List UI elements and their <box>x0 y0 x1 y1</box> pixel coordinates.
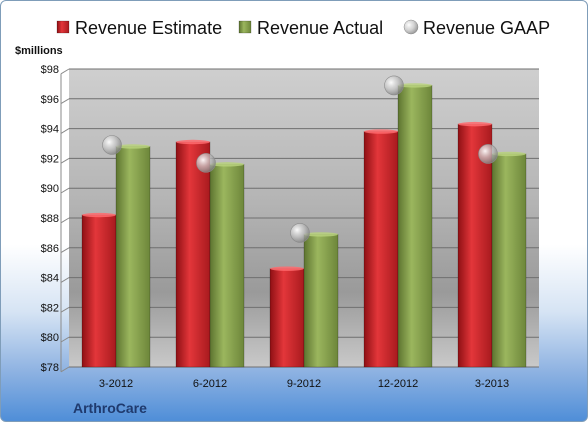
y-tick-label: $88 <box>41 213 59 225</box>
y-axis-unit-label: $millions <box>15 45 63 57</box>
bar-revenue-actual <box>209 164 245 368</box>
bar-top <box>210 162 244 167</box>
y-tick-label: $86 <box>41 243 59 255</box>
bar-revenue-estimate <box>269 268 305 368</box>
bar-top <box>492 151 526 157</box>
x-tick-label: 6-2012 <box>193 378 227 390</box>
chart-legend: Revenue Estimate Revenue Actual Revenue GA… <box>56 18 550 38</box>
legend-label: Revenue Estimate <box>75 18 222 38</box>
gridline-depth <box>60 157 70 164</box>
y-tick-label: $84 <box>41 273 59 285</box>
marker-revenue-gaap <box>290 223 310 243</box>
legend-marker <box>403 19 419 35</box>
gridline-depth <box>60 187 70 194</box>
marker-revenue-gaap <box>196 153 216 173</box>
gridline-depth <box>60 277 70 283</box>
gridline-depth <box>60 68 70 75</box>
y-tick-label: $92 <box>41 153 59 165</box>
bar-top <box>176 139 210 145</box>
x-tick-label: 3-2012 <box>99 378 133 390</box>
marker-revenue-gaap <box>478 144 498 164</box>
bars <box>81 83 527 368</box>
gaap-markers <box>102 75 498 243</box>
gridline-depth <box>60 98 70 105</box>
gridline-depth <box>60 128 70 134</box>
x-tick-label: 3-2013 <box>475 378 509 390</box>
company-label: ArthroCare <box>73 400 147 416</box>
bar-top <box>398 83 432 88</box>
bar-top <box>364 129 398 134</box>
legend-swatch <box>238 20 252 34</box>
gridline-depth <box>60 217 70 224</box>
x-tick-label: 12-2012 <box>378 378 418 390</box>
y-axis-ticks: $78 $80 $82 $84 $86 $88 $90 $92 $94 $96 $98 <box>41 64 59 374</box>
bar-revenue-estimate <box>175 141 211 368</box>
bar-top <box>116 144 150 149</box>
bar-top <box>304 232 338 237</box>
legend-label: Revenue Actual <box>257 18 383 38</box>
x-tick-label: 9-2012 <box>287 378 321 390</box>
y-tick-label: $78 <box>41 362 59 374</box>
gridline-depth <box>60 247 70 254</box>
bar-revenue-actual <box>491 153 527 368</box>
x-axis-ticks: 3-2012 6-2012 9-2012 12-2012 3-2013 <box>99 378 509 390</box>
bar-top <box>82 212 116 218</box>
bar-revenue-estimate <box>81 214 117 368</box>
gridline-depth <box>60 306 70 313</box>
legend-swatch <box>56 20 70 34</box>
marker-revenue-gaap <box>384 75 404 96</box>
y-tick-label: $96 <box>41 94 59 106</box>
bar-revenue-actual <box>303 234 339 368</box>
legend-label: Revenue GAAP <box>423 18 550 38</box>
marker-revenue-gaap <box>102 135 122 155</box>
gridline-depth <box>60 336 70 343</box>
y-tick-label: $94 <box>41 124 59 136</box>
y-tick-label: $80 <box>41 332 59 344</box>
bar-revenue-actual <box>397 85 433 368</box>
bar-revenue-estimate <box>363 131 399 368</box>
bar-revenue-estimate <box>457 123 493 368</box>
bar-top <box>458 121 492 127</box>
bar-revenue-actual <box>115 146 151 368</box>
bar-top <box>270 266 304 271</box>
gridline-depth <box>60 366 70 373</box>
y-tick-label: $90 <box>41 183 59 195</box>
y-tick-label: $98 <box>41 64 59 76</box>
y-tick-label: $82 <box>41 302 59 314</box>
